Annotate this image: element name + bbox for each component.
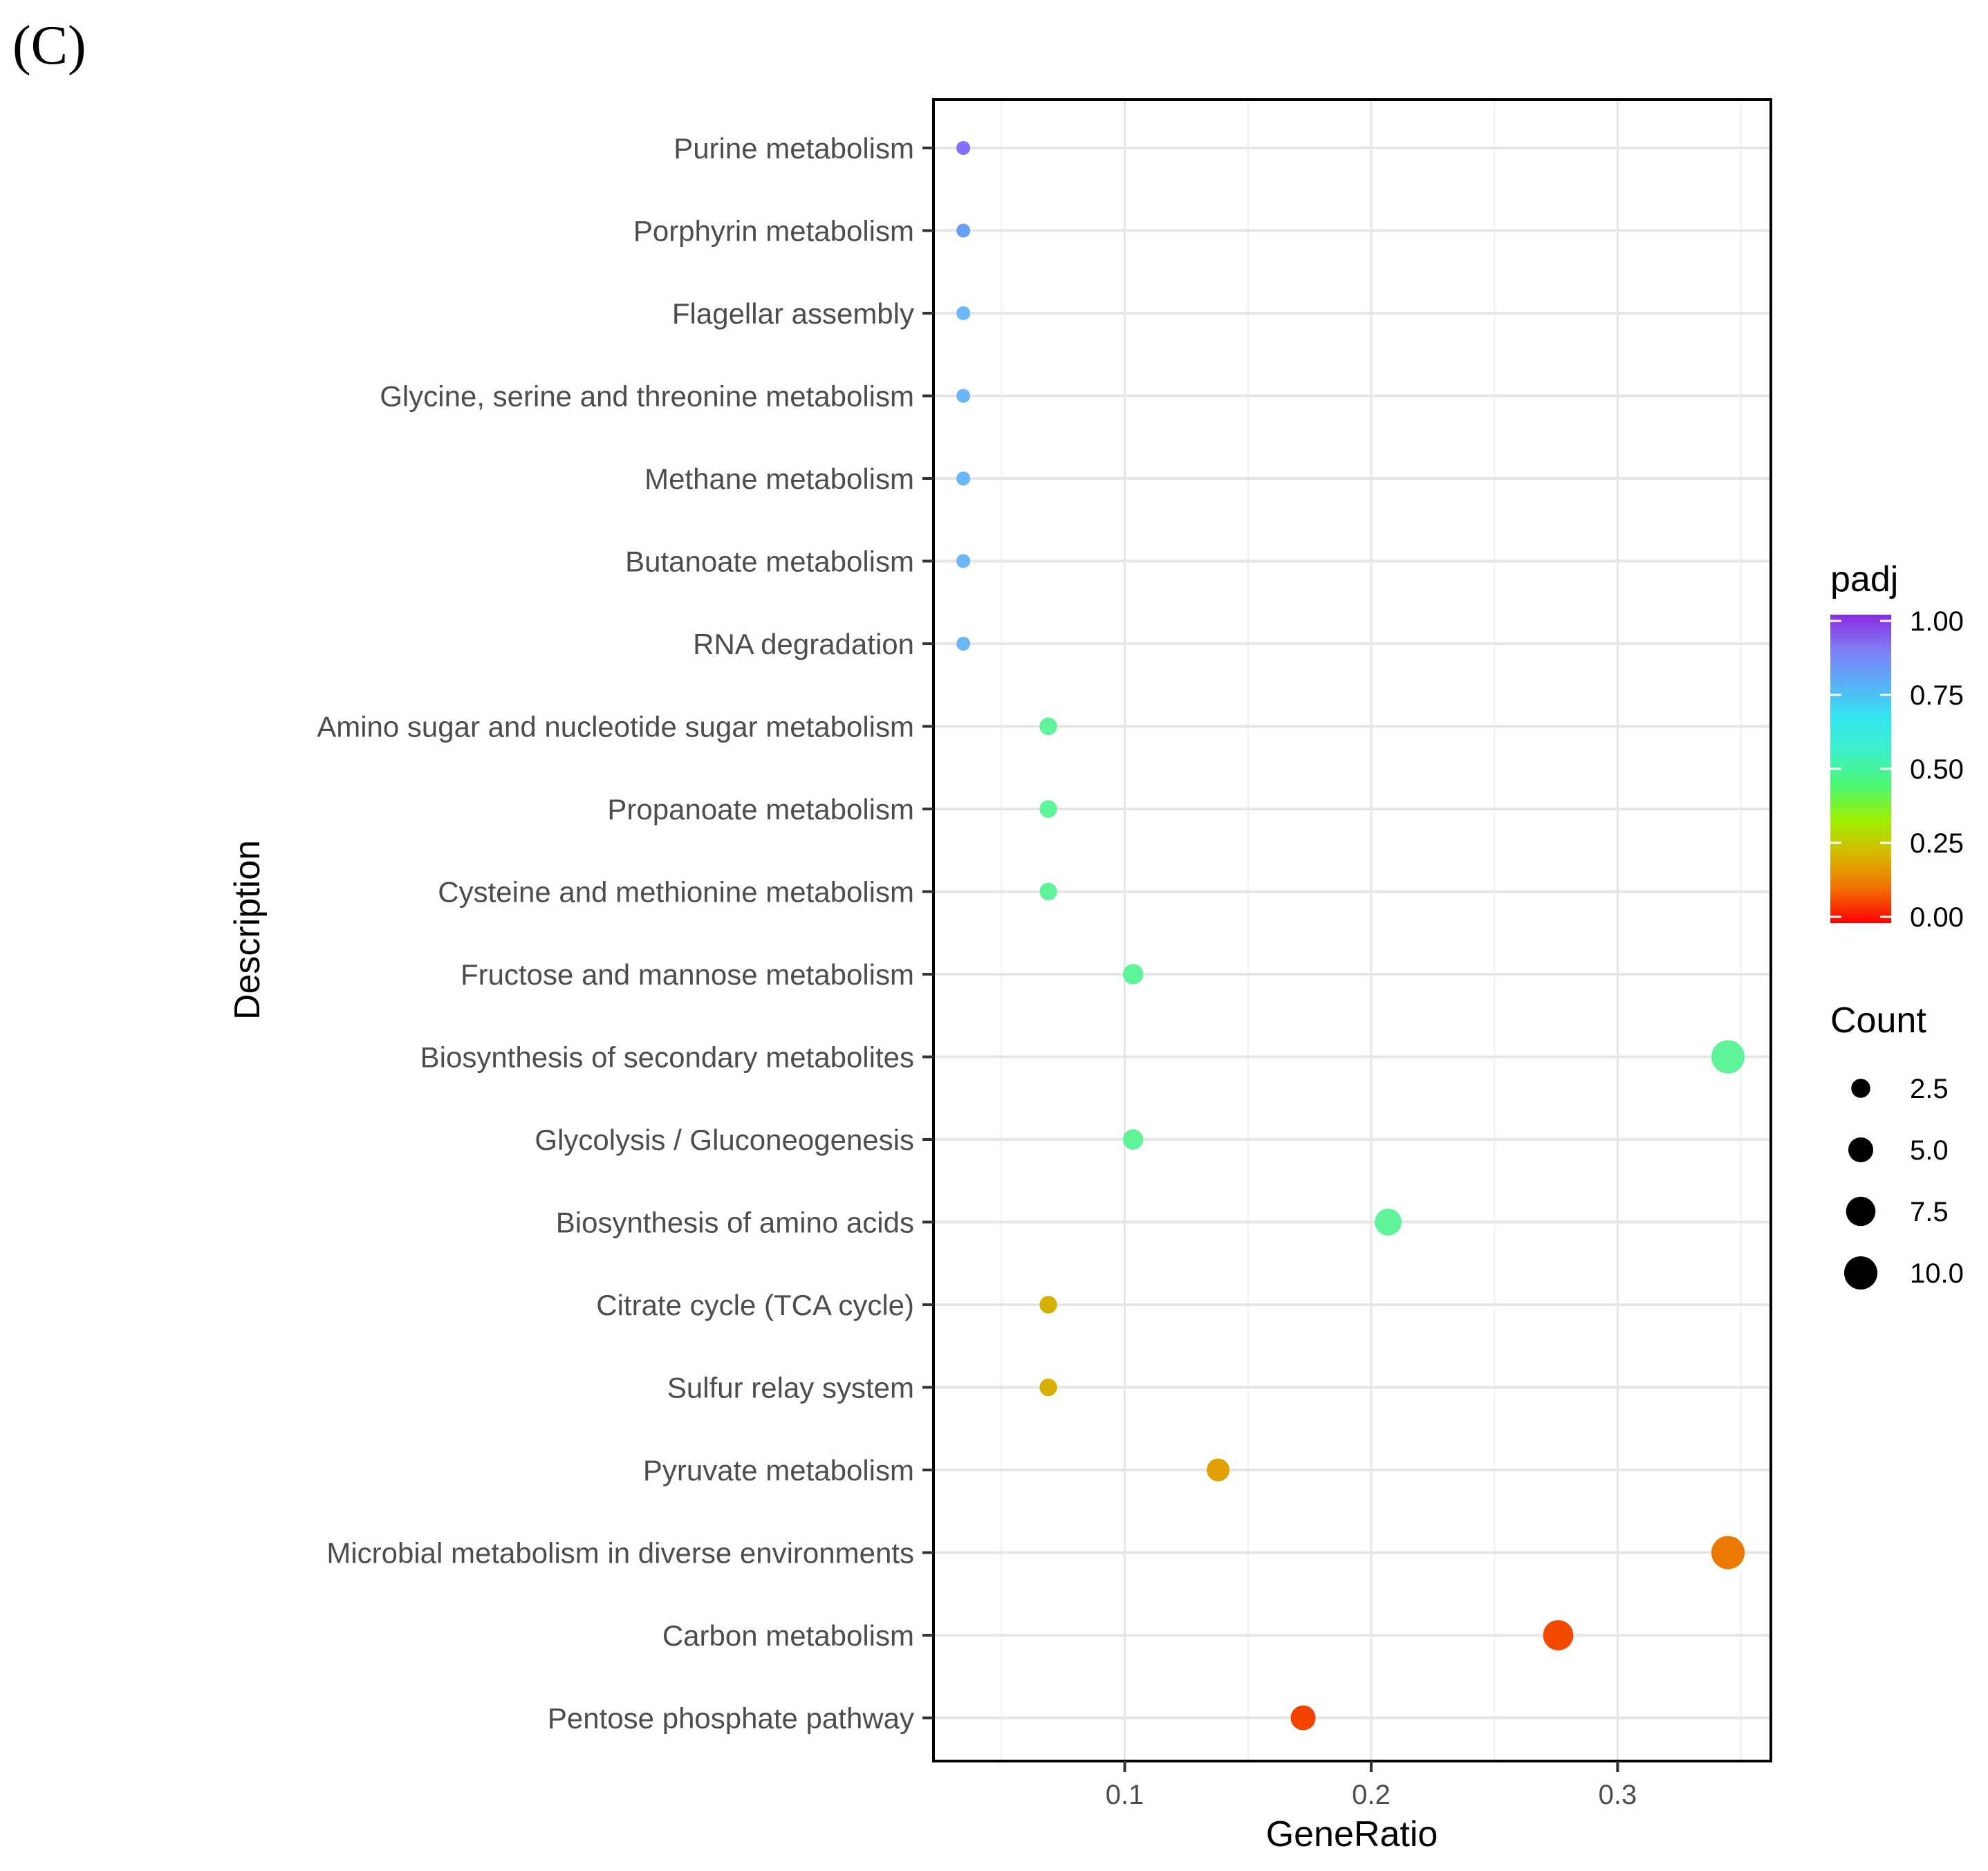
- point-butanoate-metabolism: [956, 554, 971, 568]
- point-glycolysis-gluconeogenesis: [1122, 1129, 1144, 1150]
- panel-label: (C): [12, 15, 86, 76]
- x-axis-title: GeneRatio: [1266, 1814, 1438, 1854]
- major-gridlines: [933, 100, 1771, 1761]
- point-fructose-and-mannose-metabolism: [1122, 964, 1144, 985]
- padj-legend-label: 0.25: [1910, 828, 1964, 859]
- y-tick-label-butanoate-metabolism: Butanoate metabolism: [625, 546, 914, 578]
- count-legend-label: 2.5: [1910, 1074, 1949, 1104]
- padj-colorbar-ticks: 1.00 0.75 0.50 0.25 0.00: [1830, 606, 1964, 933]
- minor-gridlines: [1001, 100, 1742, 1761]
- count-legend-dot: [1846, 1196, 1876, 1227]
- y-tick-label-flagellar-assembly: Flagellar assembly: [672, 297, 914, 330]
- y-tick-label-biosynthesis-of-secondary-metabolites: Biosynthesis of secondary metabolites: [420, 1041, 914, 1074]
- count-legend-keys: 2.5 5.0 7.5 10.0: [1843, 1074, 1964, 1290]
- point-pentose-phosphate-pathway: [1290, 1705, 1316, 1731]
- x-tick-label: 0.2: [1352, 1780, 1391, 1810]
- count-size-legend: Count 2.5 5.0 7.5 10.0: [1830, 1000, 1964, 1290]
- padj-legend-label: 0.75: [1910, 680, 1964, 711]
- x-axis: 0.1 0.2 0.3: [1106, 1761, 1637, 1810]
- y-tick-label-citrate-cycle-tca-cycle: Citrate cycle (TCA cycle): [596, 1289, 914, 1321]
- padj-legend-label: 0.00: [1910, 902, 1964, 933]
- y-tick-label-propanoate-metabolism: Propanoate metabolism: [607, 793, 914, 826]
- y-tick-label-microbial-metabolism-in-diverse-environments: Microbial metabolism in diverse environm…: [326, 1537, 914, 1570]
- padj-legend-title: padj: [1830, 559, 1898, 599]
- plot-panel: [933, 100, 1771, 1761]
- point-rna-degradation: [956, 637, 971, 651]
- y-tick-label-amino-sugar-and-nucleotide-sugar-metabolism: Amino sugar and nucleotide sugar metabol…: [317, 711, 914, 743]
- y-tick-label-pentose-phosphate-pathway: Pentose phosphate pathway: [548, 1702, 914, 1735]
- point-pyruvate-metabolism: [1207, 1458, 1230, 1482]
- y-tick-label-rna-degradation: RNA degradation: [693, 628, 914, 660]
- point-propanoate-metabolism: [1039, 800, 1057, 818]
- count-legend-label: 7.5: [1910, 1197, 1949, 1227]
- point-porphyrin-metabolism: [956, 223, 971, 238]
- point-biosynthesis-of-secondary-metabolites: [1711, 1040, 1745, 1074]
- count-legend-dot: [1851, 1079, 1870, 1098]
- data-points: [956, 141, 1745, 1731]
- y-tick-label-cysteine-and-methionine-metabolism: Cysteine and methionine metabolism: [438, 876, 914, 909]
- y-tick-label-methane-metabolism: Methane metabolism: [644, 463, 914, 495]
- count-legend-dot: [1843, 1256, 1878, 1290]
- padj-color-legend: padj 1.00 0.75 0.50 0.25 0.00: [1830, 559, 1964, 933]
- count-legend-title: Count: [1830, 1000, 1926, 1041]
- y-tick-label-pyruvate-metabolism: Pyruvate metabolism: [643, 1454, 914, 1487]
- point-carbon-metabolism: [1543, 1620, 1574, 1650]
- point-purine-metabolism: [956, 141, 971, 155]
- plot-border: [932, 98, 1772, 1762]
- point-biosynthesis-of-amino-acids: [1375, 1209, 1402, 1236]
- point-amino-sugar-and-nucleotide-sugar-metabolism: [1039, 717, 1057, 736]
- point-flagellar-assembly: [956, 306, 971, 320]
- y-tick-label-porphyrin-metabolism: Porphyrin metabolism: [633, 215, 914, 248]
- padj-legend-label: 0.50: [1910, 754, 1964, 785]
- y-tick-label-glycolysis-gluconeogenesis: Glycolysis / Gluconeogenesis: [535, 1124, 914, 1156]
- y-tick-label-biosynthesis-of-amino-acids: Biosynthesis of amino acids: [556, 1207, 914, 1239]
- count-legend-label: 10.0: [1910, 1258, 1964, 1289]
- point-cysteine-and-methionine-metabolism: [1039, 882, 1057, 901]
- y-tick-label-purine-metabolism: Purine metabolism: [673, 132, 914, 165]
- y-tick-label-glycine-serine-and-threonine-metabolism: Glycine, serine and threonine metabolism: [380, 380, 914, 413]
- y-tick-label-sulfur-relay-system: Sulfur relay system: [667, 1372, 914, 1404]
- point-citrate-cycle-tca-cycle: [1039, 1296, 1057, 1314]
- y-tick-label-carbon-metabolism: Carbon metabolism: [662, 1619, 914, 1652]
- x-tick-label: 0.3: [1599, 1780, 1637, 1810]
- y-axis-title: Description: [227, 840, 268, 1020]
- point-microbial-metabolism-in-diverse-environments: [1711, 1536, 1745, 1570]
- count-legend-dot: [1848, 1137, 1874, 1163]
- padj-legend-label: 1.00: [1910, 606, 1964, 637]
- y-tick-label-fructose-and-mannose-metabolism: Fructose and mannose metabolism: [461, 958, 914, 991]
- x-tick-label: 0.1: [1106, 1780, 1144, 1810]
- point-methane-metabolism: [956, 472, 971, 485]
- point-glycine-serine-and-threonine-metabolism: [956, 389, 971, 403]
- count-legend-label: 5.0: [1910, 1135, 1949, 1166]
- point-sulfur-relay-system: [1039, 1378, 1057, 1397]
- y-axis: Purine metabolism Porphyrin metabolism Fla…: [317, 132, 933, 1735]
